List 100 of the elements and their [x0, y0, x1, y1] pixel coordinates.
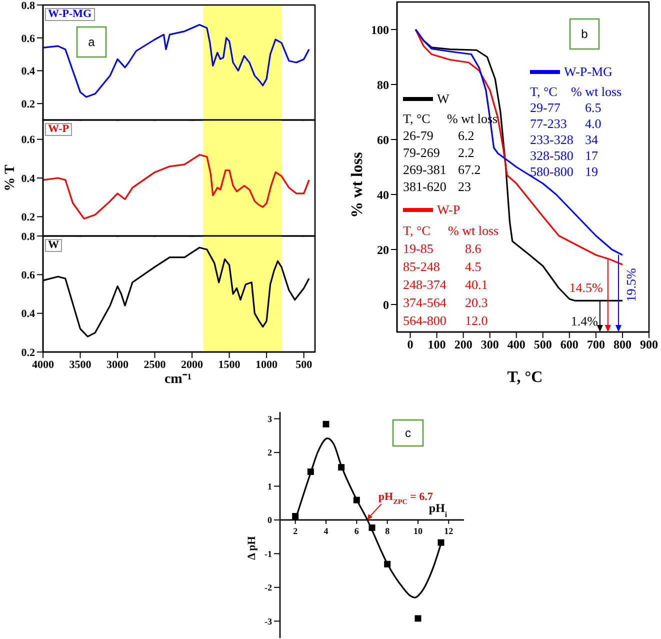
x-tick-label: 100	[428, 338, 446, 352]
annotation: 233-328	[530, 132, 574, 148]
y-tick-label: 0.8	[21, 230, 36, 243]
x-tick-label: 12	[444, 526, 454, 536]
point	[368, 524, 376, 531]
annotation: 248-374	[403, 277, 446, 293]
annotation: % wt loss	[571, 84, 622, 100]
y-tick-label: 0.6	[21, 32, 36, 45]
x-tick-label: 800	[613, 338, 632, 352]
annotation: 4.5	[465, 259, 482, 275]
annotation: T, °C	[403, 111, 430, 127]
label-box: b	[569, 18, 600, 50]
point	[353, 496, 360, 504]
x-tick-label: 1000	[256, 358, 278, 371]
y-tick-label: 60	[377, 132, 389, 147]
annotation: 374-564	[403, 295, 446, 311]
annotation: % wt loss	[448, 223, 499, 239]
point	[338, 464, 345, 471]
y-axis-title: Δ pH	[246, 536, 258, 560]
x-tick-label: 500	[534, 338, 552, 352]
x-tick-label: 400	[507, 338, 526, 352]
x-tick-label: 0	[407, 338, 414, 352]
annotation: 269-381	[403, 162, 446, 178]
text: W-P-MG	[45, 8, 95, 21]
x-tick-label: 200	[454, 338, 472, 352]
y-tick-label: 2	[268, 448, 272, 458]
annotation: T, °C	[403, 223, 430, 239]
annotation: 580-800	[530, 164, 574, 180]
annotation: 4.0	[585, 116, 602, 132]
x-tick-label: 700	[586, 338, 605, 352]
y-tick-label: 100	[371, 22, 389, 37]
line-series	[43, 154, 310, 220]
annotation: 79-269	[403, 145, 440, 161]
x-axis-title: cm⁻¹	[164, 372, 192, 387]
annotation: 381-620	[403, 179, 446, 195]
x-tick-label: 4000	[32, 358, 54, 371]
x-tick-label: 2	[293, 526, 298, 536]
annotation: 12.0	[465, 313, 488, 329]
annotation: 19.5%	[622, 268, 638, 302]
annotation: 26-79	[403, 128, 434, 144]
point	[322, 420, 330, 428]
x-tick-label: 2500	[144, 358, 166, 371]
y-axis-title: % T	[2, 164, 18, 192]
annotation: T, °C	[530, 84, 558, 100]
y-tick-label: 0.6	[21, 270, 36, 282]
annotation: 29-77	[530, 100, 560, 116]
annotation: 564-800	[403, 313, 446, 329]
y-tick-label: 0.2	[21, 212, 36, 224]
point	[384, 560, 391, 568]
legend-label: W-P-MG	[564, 64, 612, 80]
text: W	[45, 239, 62, 252]
annotation: c	[405, 426, 411, 440]
y-tick-label: -2	[264, 582, 272, 593]
annotation: 17	[585, 148, 598, 164]
y-tick-label: 0.2	[21, 346, 36, 359]
annotation: b	[581, 27, 588, 41]
line-series	[43, 246, 310, 338]
point	[307, 468, 314, 475]
annotation: 67.2	[458, 162, 481, 178]
y-tick-label: 20	[377, 242, 389, 257]
x-tick-label: 3500	[69, 358, 92, 371]
annotation: 85-248	[403, 259, 440, 275]
y-tick-label: 0.6	[21, 134, 36, 146]
point	[292, 512, 299, 520]
annotation: 14.5%	[569, 280, 604, 295]
annotation: 19	[585, 164, 598, 180]
x-tick-label: 8	[385, 526, 390, 536]
point	[414, 615, 422, 622]
x-tick-label: 4	[324, 526, 329, 536]
x-tick-label: 500	[296, 358, 313, 371]
y-tick-label: -1	[264, 548, 272, 559]
y-tick-label: 0.2	[21, 98, 36, 110]
y-tick-label: 0	[268, 515, 272, 526]
annotation: 40.1	[465, 277, 488, 293]
point	[438, 539, 444, 546]
annotation: 328-580	[530, 148, 574, 164]
annotation: 2.2	[458, 145, 474, 161]
legend-label: W	[437, 91, 450, 107]
y-tick-label: 40	[377, 188, 389, 202]
annotation: 1.4%	[570, 313, 598, 328]
annotation: a	[88, 35, 96, 49]
y-tick-label: 0.4	[21, 172, 36, 185]
x-tick-label: 3000	[106, 358, 130, 371]
y-tick-label: 3	[268, 414, 272, 424]
x-tick-label: 600	[560, 338, 578, 352]
x-tick-label: 1500	[218, 358, 241, 371]
annotation: 8.6	[465, 241, 482, 257]
annotation: 6.5	[585, 100, 602, 116]
legend-label: W-P	[437, 202, 460, 218]
annotation: 77-233	[530, 116, 567, 132]
x-tick-label: 2000	[181, 358, 204, 371]
text: W-P	[45, 123, 72, 136]
x-tick-label: 900	[640, 338, 658, 352]
annotation: 34	[585, 132, 598, 148]
y-tick-label: 0.4	[21, 308, 36, 320]
annotation: 23	[458, 179, 471, 195]
label-box: a	[76, 26, 107, 58]
y-axis-title: % wt loss	[348, 152, 366, 218]
x-tick-label: 6	[354, 526, 360, 536]
y-tick-label: 0.8	[21, 0, 36, 12]
